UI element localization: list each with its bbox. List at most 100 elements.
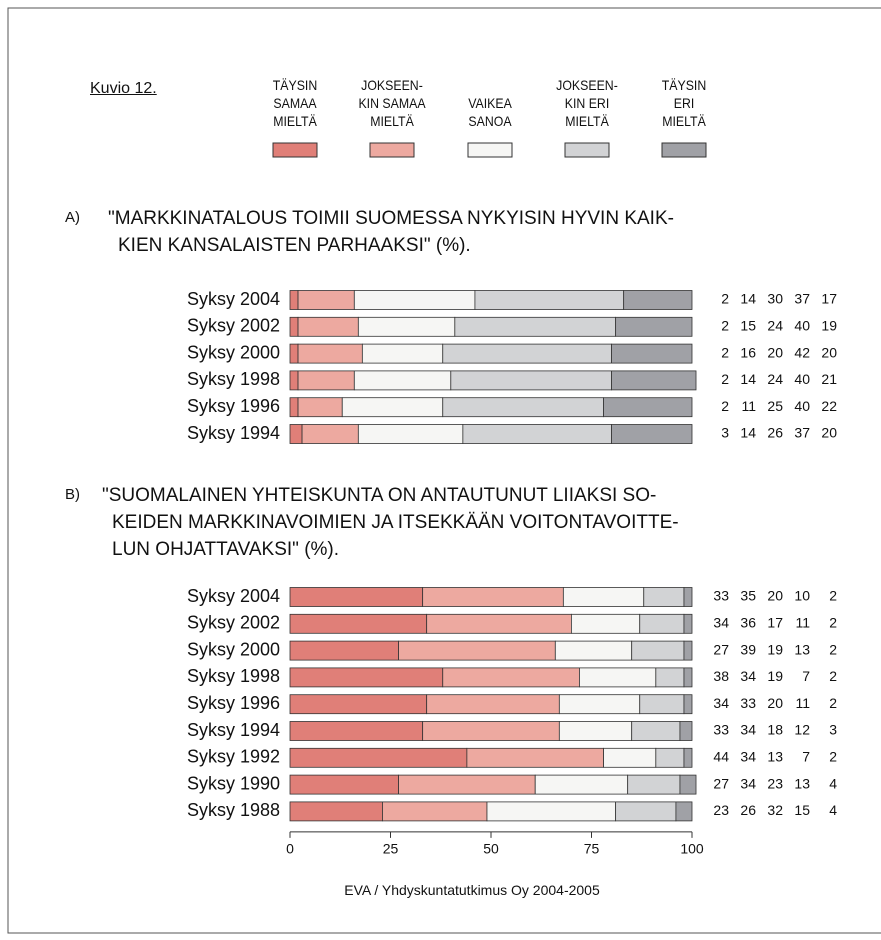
bar-segment — [683, 587, 693, 607]
value-label: 19 — [821, 318, 837, 334]
category-label: Syksy 2000 — [187, 639, 280, 659]
bar-segment — [442, 397, 604, 418]
bar-segment — [683, 694, 693, 715]
value-label: 11 — [795, 615, 810, 631]
category-label: Syksy 1990 — [187, 773, 280, 793]
bar-segment — [422, 587, 564, 607]
bar-segment — [655, 667, 685, 688]
value-label: 42 — [794, 344, 810, 360]
value-label: 26 — [740, 802, 756, 818]
bar-segment — [683, 747, 693, 768]
bar-segment — [341, 397, 444, 418]
bar-segment — [603, 747, 657, 768]
bar-segment — [361, 343, 444, 364]
bar-segment — [289, 424, 303, 444]
value-label: 17 — [821, 291, 837, 307]
bar-segment — [422, 721, 560, 741]
value-label: 40 — [794, 398, 810, 414]
bar-segment — [289, 587, 424, 607]
panel-title: "MARKKINATALOUS TOIMII SUOMESSA NYKYISIN… — [108, 208, 674, 256]
value-label: 26 — [767, 425, 783, 441]
value-label: 13 — [794, 641, 810, 657]
value-label: 34 — [713, 695, 729, 711]
bar-segment — [289, 613, 428, 634]
bar-segment — [679, 721, 693, 741]
bar-segment — [297, 397, 343, 418]
bar-segment — [289, 397, 299, 418]
bar-segment — [462, 424, 612, 444]
value-label: 33 — [713, 588, 729, 604]
value-label: 2 — [721, 344, 729, 360]
value-label: 24 — [767, 371, 783, 387]
value-label: 2 — [829, 641, 837, 657]
value-label: 40 — [794, 318, 810, 334]
bar-segment — [562, 587, 645, 607]
value-label: 32 — [767, 802, 783, 818]
bar-segment — [623, 290, 693, 310]
legend-swatch — [272, 142, 318, 158]
legend-label: TÄYSIN SAMAA MIELTÄ — [272, 77, 318, 129]
value-label: 10 — [794, 588, 810, 604]
bar-segment — [611, 424, 693, 444]
value-label: 13 — [794, 775, 810, 791]
bar-segment — [289, 290, 299, 310]
value-label: 23 — [767, 775, 783, 791]
category-label: Syksy 1988 — [187, 800, 280, 820]
category-label: Syksy 1996 — [187, 693, 280, 713]
frame — [7, 7, 881, 934]
value-label: 2 — [721, 371, 729, 387]
bar-segment — [426, 613, 572, 634]
value-label: 2 — [721, 398, 729, 414]
legend-swatch — [467, 142, 513, 158]
value-label: 30 — [767, 291, 783, 307]
bar-segment — [683, 667, 693, 688]
bar-segment — [534, 774, 629, 795]
value-label: 17 — [767, 615, 783, 631]
bar-segment — [289, 801, 383, 822]
value-label: 34 — [740, 722, 756, 738]
bar-segment — [297, 343, 363, 364]
value-label: 34 — [713, 615, 729, 631]
legend-label: TÄYSIN ERI MIELTÄ — [661, 77, 707, 129]
bar-segment — [454, 316, 617, 337]
bar-segment — [289, 316, 299, 337]
bar-segment — [615, 801, 677, 822]
value-label: 2 — [829, 588, 837, 604]
value-label: 24 — [767, 318, 783, 334]
value-label: 11 — [741, 398, 756, 414]
bar-segment — [615, 316, 693, 337]
category-label: Syksy 1994 — [187, 423, 280, 443]
bar-segment — [357, 424, 464, 444]
category-label: Syksy 2000 — [187, 342, 280, 362]
value-label: 2 — [829, 668, 837, 684]
value-label: 11 — [795, 695, 810, 711]
panel-label: A) — [65, 209, 80, 226]
panel-label: B) — [65, 486, 80, 503]
bar-segment — [554, 640, 633, 661]
bar-segment — [289, 343, 299, 364]
bar-segment — [643, 587, 685, 607]
value-label: 44 — [713, 749, 729, 765]
bar-segment — [289, 694, 428, 715]
category-label: Syksy 1998 — [187, 666, 280, 686]
legend-swatch — [661, 142, 707, 158]
value-label: 34 — [740, 668, 756, 684]
value-label: 3 — [829, 722, 837, 738]
figure-label: Kuvio 12. — [90, 80, 157, 97]
bar-segment — [571, 613, 641, 634]
bar-segment — [631, 640, 685, 661]
category-label: Syksy 1996 — [187, 396, 280, 416]
value-label: 27 — [713, 641, 729, 657]
value-label: 36 — [740, 615, 756, 631]
value-label: 34 — [740, 775, 756, 791]
category-label: Syksy 2002 — [187, 613, 280, 633]
category-label: Syksy 2004 — [187, 586, 280, 606]
value-label: 4 — [829, 802, 837, 818]
bar-segment — [558, 694, 641, 715]
legend-label: JOKSEEN- KIN ERI MIELTÄ — [556, 77, 618, 129]
value-label: 14 — [740, 425, 756, 441]
bar-segment — [627, 774, 681, 795]
bar-segment — [466, 747, 604, 768]
value-label: 33 — [740, 695, 756, 711]
